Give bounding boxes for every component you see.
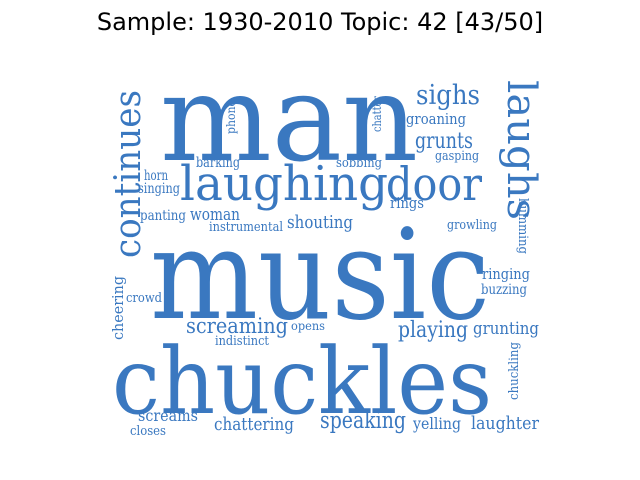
page-title: Sample: 1930-2010 Topic: 42 [43/50] (96, 8, 544, 36)
word-instrumental: instrumental (209, 220, 283, 235)
word-man: man (160, 50, 418, 189)
word-shouting: shouting (287, 212, 353, 233)
word-rings: rings (390, 194, 424, 212)
word-chuckling: chuckling (507, 342, 522, 400)
word-yelling: yelling (412, 414, 461, 433)
word-growling: growling (447, 218, 497, 233)
word-grunts: grunts (415, 129, 473, 154)
word-laughter: laughter (471, 413, 539, 434)
word-ringing: ringing (482, 265, 530, 283)
word-chattering: chattering (214, 414, 294, 435)
word-sighs: sighs (416, 80, 480, 111)
word-grunting: grunting (473, 319, 539, 339)
word-screams: screams (138, 406, 198, 425)
word-gasping: gasping (435, 149, 479, 164)
word-phone: phone (224, 100, 238, 134)
word-barking: barking (196, 155, 240, 171)
word-laughs: laughs (498, 80, 544, 220)
word-woman: woman (190, 205, 240, 225)
word-cloud-words: man music chuckles laughing door laughs … (108, 50, 544, 439)
word-groaning: groaning (406, 110, 466, 128)
word-horn: horn (144, 168, 168, 184)
word-opens: opens (291, 319, 325, 333)
word-closes: closes (130, 424, 166, 439)
word-panting: panting (140, 208, 186, 224)
word-chatter: chatter (370, 96, 384, 132)
word-speaking: speaking (320, 408, 406, 434)
word-continues: continues (108, 90, 149, 258)
word-chuckles: chuckles (112, 328, 492, 435)
word-door: door (386, 157, 482, 211)
word-buzzing: buzzing (481, 282, 527, 298)
word-screaming: screaming (186, 314, 288, 338)
word-music: music (150, 203, 490, 348)
word-crowd: crowd (126, 291, 162, 306)
word-laughing: laughing (180, 156, 388, 212)
word-humming: humming (515, 198, 530, 254)
word-sobbing: sobbing (336, 156, 382, 171)
word-indistinct: indistinct (215, 334, 270, 349)
word-singing: singing (138, 181, 180, 197)
word-cheering: cheering (109, 276, 127, 340)
word-playing: playing (398, 318, 468, 343)
